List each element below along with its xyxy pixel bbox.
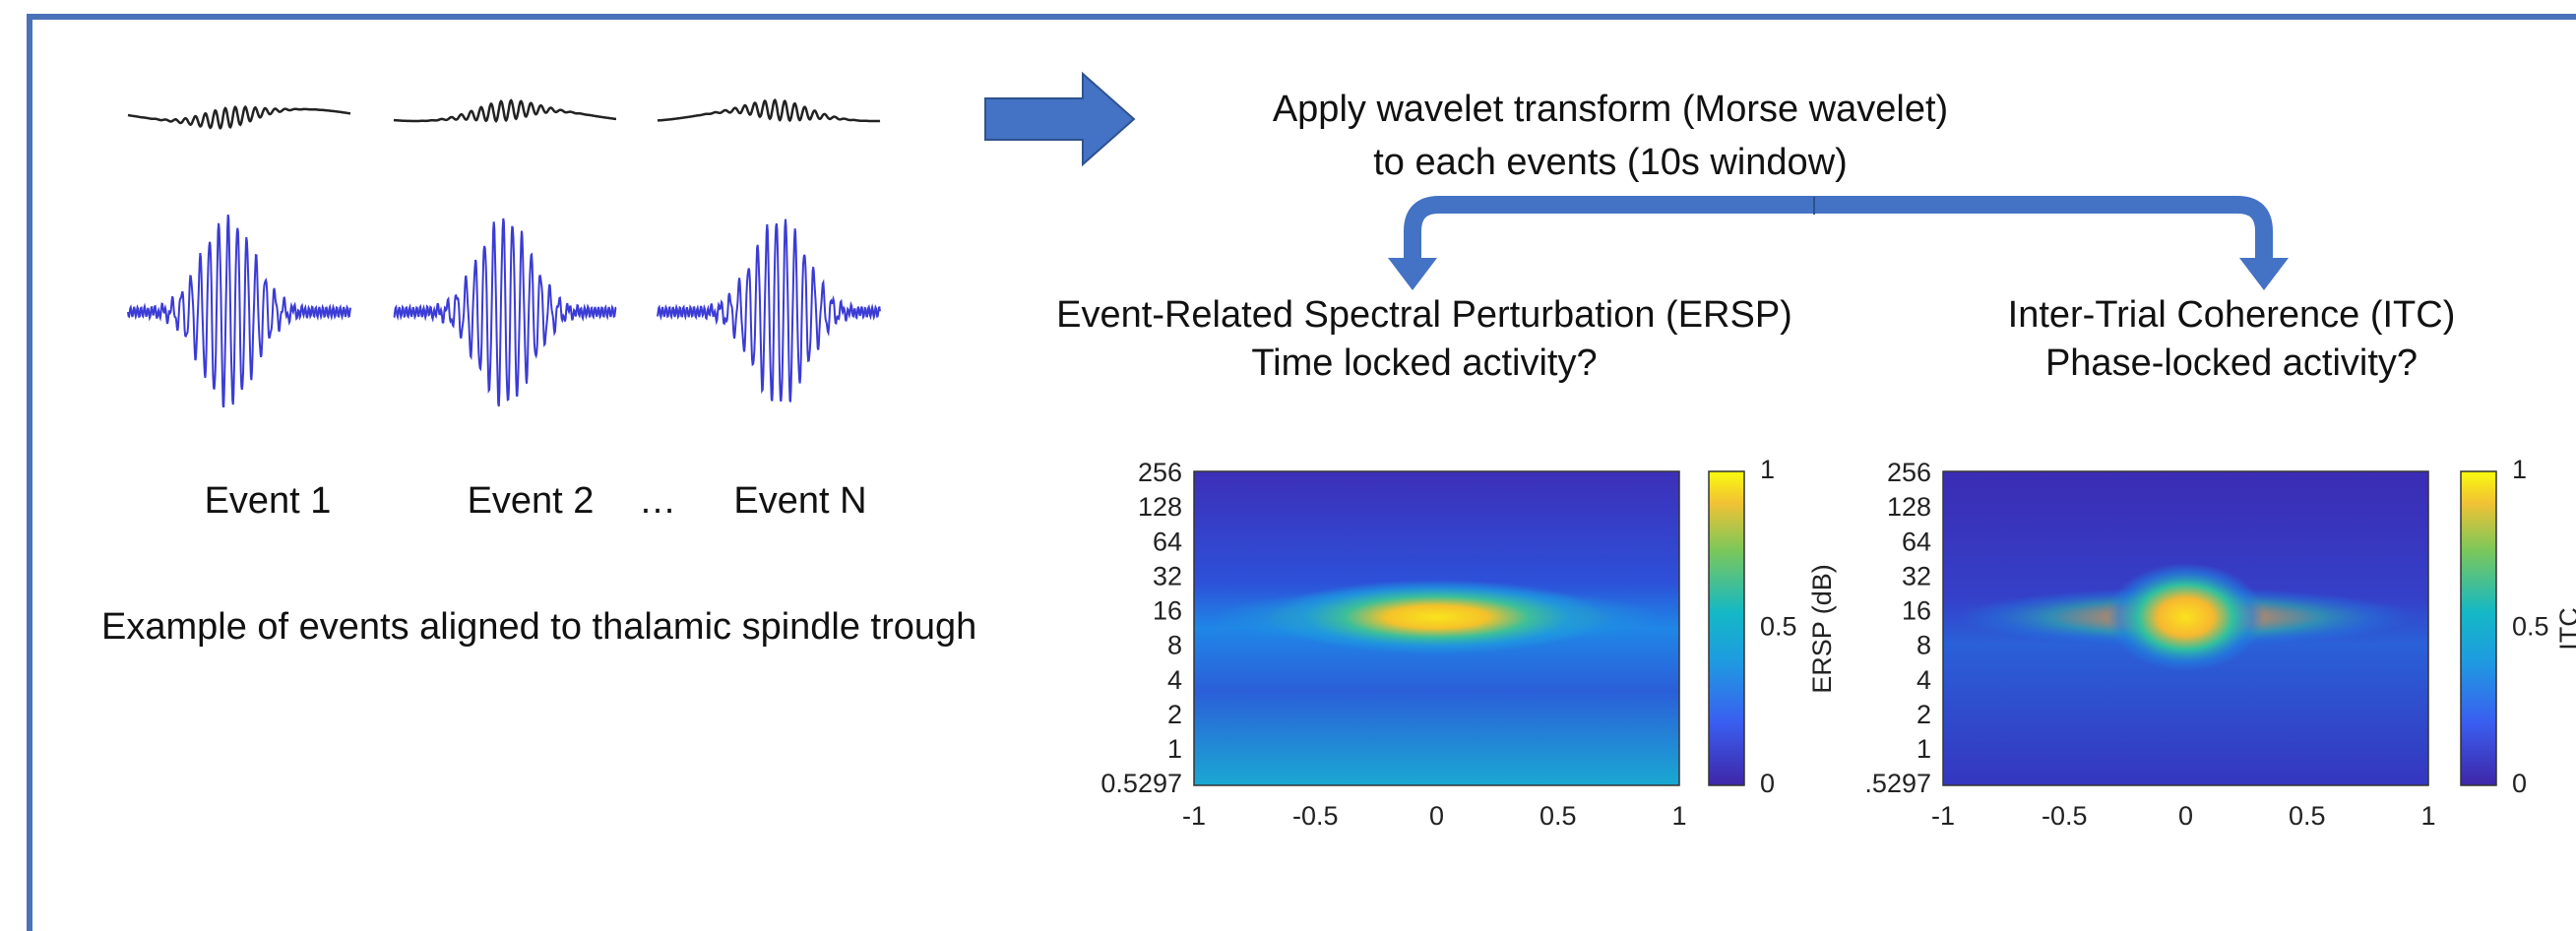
filtered-trace <box>393 217 617 407</box>
y-tick-label: 64 <box>1153 527 1182 556</box>
y-tick-label: 8 <box>1167 631 1182 660</box>
x-tick-label: -1 <box>1182 801 1206 831</box>
y-tick-label: 32 <box>1902 561 1931 590</box>
arrow-head <box>2239 258 2289 290</box>
y-tick-label: 2 <box>1167 700 1182 729</box>
heatmap-peak <box>1269 580 1604 654</box>
y-tick-label: 256 <box>1138 458 1182 487</box>
x-tick-label: -0.5 <box>1292 801 1339 831</box>
header-line: Apply wavelet transform (Morse wavelet) <box>1273 89 1948 130</box>
panel-subtitle: Time locked activity? <box>1251 342 1597 384</box>
filtered-trace <box>127 214 351 408</box>
colorbar <box>1708 470 1745 786</box>
colorbar-label: ITC <box>2554 607 2576 651</box>
colorbar <box>2460 470 2497 786</box>
x-tick-label: 0 <box>1429 801 1444 831</box>
y-tick-label: 2 <box>1916 700 1931 729</box>
y-tick-label: 0.5297 <box>1100 769 1182 798</box>
colorbar-tick-label: 1 <box>2512 455 2527 484</box>
heatmap-frame <box>1193 470 1680 786</box>
y-tick-label: 64 <box>1902 527 1931 556</box>
arrow <box>984 71 1136 167</box>
panel-subtitle: Phase-locked activity? <box>2045 342 2418 384</box>
filtered-trace <box>657 218 881 403</box>
header-line: to each events (10s window) <box>1373 142 1848 183</box>
y-tick-label: .5297 <box>1864 769 1931 798</box>
x-tick-label: -0.5 <box>2042 801 2088 831</box>
colorbar-tick-label: 0.5 <box>2512 612 2549 642</box>
y-tick-label: 16 <box>1153 596 1182 626</box>
x-tick-label: 0.5 <box>1539 801 1577 831</box>
y-tick-label: 4 <box>1167 665 1182 695</box>
heatmap-peak <box>2106 563 2265 671</box>
y-tick-label: 256 <box>1887 458 1931 487</box>
event-label: … <box>639 480 676 522</box>
bracket <box>1404 196 2273 258</box>
heatmap-frame <box>1942 470 2429 786</box>
arrow-head <box>1388 258 1437 290</box>
colorbar-tick-label: 0 <box>2512 769 2527 798</box>
raw-trace <box>127 104 351 130</box>
x-tick-label: 0.5 <box>2289 801 2326 831</box>
event-label: Event 2 <box>468 480 595 522</box>
raw-trace <box>657 98 881 123</box>
y-tick-label: 1 <box>1916 734 1931 764</box>
x-tick-label: 0 <box>2178 801 2193 831</box>
frame <box>27 14 2576 931</box>
raw-trace <box>393 98 616 123</box>
x-tick-label: 1 <box>1671 801 1686 831</box>
panel-title: Event-Related Spectral Perturbation (ERS… <box>1056 294 1792 336</box>
colorbar-tick-label: 0.5 <box>1760 612 1797 642</box>
y-tick-label: 8 <box>1916 631 1931 660</box>
y-tick-label: 128 <box>1138 492 1182 522</box>
colorbar-tick-label: 1 <box>1760 455 1775 484</box>
y-tick-label: 4 <box>1916 665 1931 695</box>
colorbar-label: ERSP (dB) <box>1807 564 1837 694</box>
event-label: Event N <box>733 480 866 522</box>
colorbar-tick-label: 0 <box>1760 769 1775 798</box>
caption: Example of events aligned to thalamic sp… <box>101 606 976 648</box>
event-label: Event 1 <box>205 480 332 522</box>
y-tick-label: 1 <box>1167 734 1182 764</box>
y-tick-label: 128 <box>1887 492 1931 522</box>
x-tick-label: 1 <box>2420 801 2435 831</box>
x-tick-label: -1 <box>1931 801 1955 831</box>
panel-title: Inter-Trial Coherence (ITC) <box>2008 294 2456 336</box>
y-tick-label: 16 <box>1902 596 1931 626</box>
y-tick-label: 32 <box>1153 561 1182 590</box>
